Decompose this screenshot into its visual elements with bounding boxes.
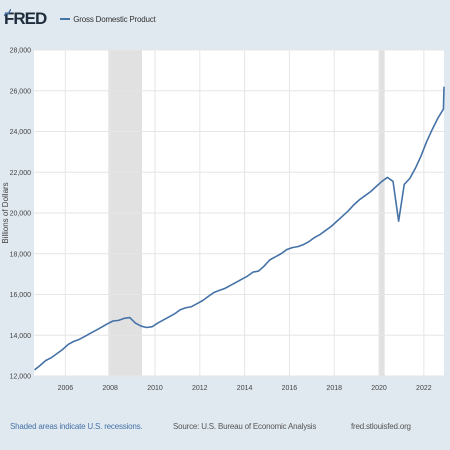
x-tick-label: 2018 xyxy=(326,385,342,392)
y-tick-label: 14,000 xyxy=(10,333,32,340)
gdp-series-line xyxy=(34,86,445,371)
source-note: Source: U.S. Bureau of Economic Analysis xyxy=(173,422,317,431)
y-tick-label: 22,000 xyxy=(10,170,32,177)
site-link[interactable]: fred.stlouisfed.org xyxy=(351,422,411,431)
x-tick-label: 2016 xyxy=(282,385,298,392)
x-tick-label: 2014 xyxy=(237,385,253,392)
x-tick-label: 2008 xyxy=(102,385,118,392)
chart-header: FRED Gross Domestic Product xyxy=(4,8,156,30)
fred-logo[interactable]: FRED xyxy=(4,9,47,29)
legend-line-swatch xyxy=(60,18,71,20)
y-tick-label: 18,000 xyxy=(10,251,32,258)
x-tick-label: 2012 xyxy=(192,385,208,392)
recession-note: Shaded areas indicate U.S. recessions. xyxy=(10,422,143,431)
logo-text: FRED xyxy=(4,9,47,28)
x-tick-label: 2010 xyxy=(147,385,163,392)
y-axis-label: Billions of Dollars xyxy=(1,182,10,243)
y-tick-label: 24,000 xyxy=(10,129,32,136)
x-tick-label: 2006 xyxy=(58,385,74,392)
legend-label: Gross Domestic Product xyxy=(73,14,156,24)
chart-legend: Gross Domestic Product xyxy=(60,14,156,24)
x-tick-label: 2022 xyxy=(416,385,432,392)
y-tick-label: 12,000 xyxy=(10,374,32,381)
y-tick-label: 16,000 xyxy=(10,292,32,299)
logo-graph-icon xyxy=(4,9,11,17)
y-tick-label: 20,000 xyxy=(10,211,32,218)
y-tick-label: 26,000 xyxy=(10,88,32,95)
x-tick-label: 2020 xyxy=(371,385,387,392)
y-tick-label: 28,000 xyxy=(10,48,32,55)
